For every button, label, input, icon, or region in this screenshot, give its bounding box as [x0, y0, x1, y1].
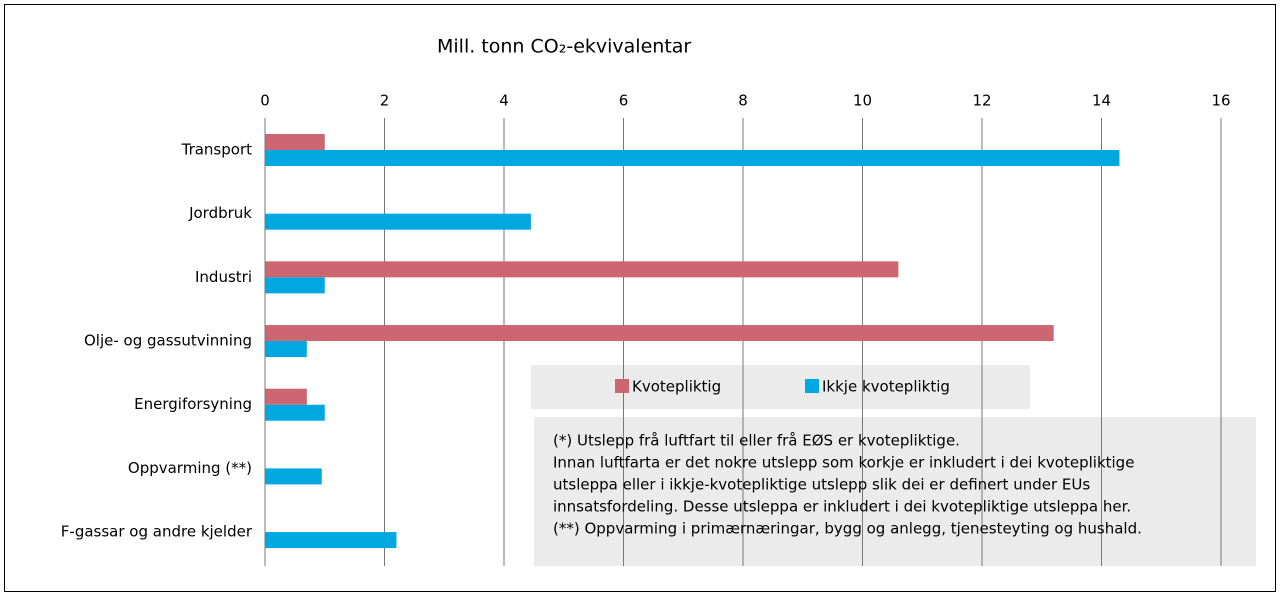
x-tick-label: 8 [738, 92, 748, 110]
legend-box [531, 365, 1030, 409]
x-tick-label: 10 [853, 92, 872, 110]
bar [265, 388, 307, 405]
note-line: innsatsfordeling. Desse utsleppa er inkl… [553, 498, 1131, 516]
y-tick-label: F-gassar og andre kjelder [61, 523, 253, 541]
note-line: Innan luftfarta er det nokre utslepp som… [553, 454, 1134, 472]
y-tick-label: Energiforsyning [134, 395, 252, 413]
x-tick-label: 0 [260, 92, 270, 110]
chart-title: Mill. tonn CO₂-ekvivalentar [437, 36, 691, 58]
bar [265, 134, 325, 150]
bar [265, 404, 325, 421]
bar [265, 261, 899, 278]
y-tick-label: Oppvarming (**) [128, 459, 252, 477]
bar [265, 532, 397, 549]
bar [265, 150, 1120, 166]
legend-swatch [615, 379, 629, 393]
x-tick-label: 12 [972, 92, 991, 110]
x-tick-label: 6 [619, 92, 629, 110]
x-tick-label: 2 [380, 92, 390, 110]
bar [265, 277, 325, 294]
bar [265, 325, 1054, 342]
legend-label: Kvotepliktig [632, 378, 721, 396]
y-tick-label: Transport [181, 141, 253, 159]
x-tick-label: 16 [1211, 92, 1230, 110]
x-tick-label: 4 [499, 92, 509, 110]
legend-label: Ikkje kvotepliktig [822, 378, 950, 396]
bar [265, 468, 322, 485]
note-line: utsleppa eller i ikkje-kvotepliktige uts… [553, 476, 1090, 494]
y-tick-label: Olje- og gassutvinning [84, 332, 252, 350]
note-line: (*) Utslepp frå luftfart til eller frå E… [553, 432, 960, 450]
note-box [534, 417, 1256, 566]
bar [265, 213, 531, 230]
y-tick-label: Jordbruk [188, 204, 252, 222]
note-line: (**) Oppvarming i primærnæringar, bygg o… [553, 520, 1142, 538]
bar [265, 341, 307, 358]
y-tick-label: Industri [195, 268, 252, 286]
x-tick-label: 14 [1092, 92, 1111, 110]
legend-swatch [805, 379, 819, 393]
